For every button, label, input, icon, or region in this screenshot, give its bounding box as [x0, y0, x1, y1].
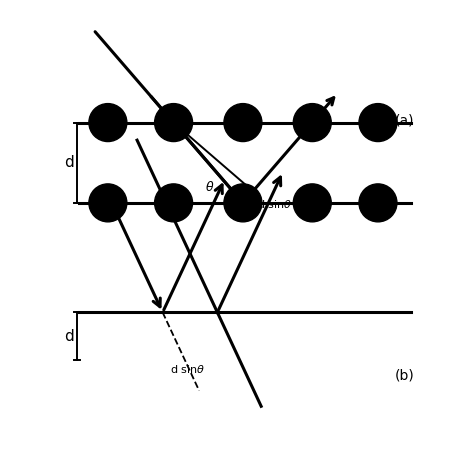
Circle shape: [224, 104, 262, 142]
Text: d sin$\theta$: d sin$\theta$: [256, 199, 292, 210]
Text: d: d: [64, 328, 73, 344]
Text: d sin$\theta$: d sin$\theta$: [170, 363, 205, 374]
Text: (b): (b): [395, 369, 414, 383]
Circle shape: [155, 184, 192, 222]
Circle shape: [89, 104, 127, 142]
Circle shape: [359, 104, 397, 142]
Text: $\theta$: $\theta$: [205, 180, 215, 194]
Circle shape: [293, 104, 331, 142]
Text: (a): (a): [395, 113, 414, 128]
Circle shape: [293, 184, 331, 222]
Circle shape: [224, 184, 262, 222]
Circle shape: [359, 184, 397, 222]
Circle shape: [89, 184, 127, 222]
Text: d: d: [64, 155, 73, 170]
Circle shape: [155, 104, 192, 142]
